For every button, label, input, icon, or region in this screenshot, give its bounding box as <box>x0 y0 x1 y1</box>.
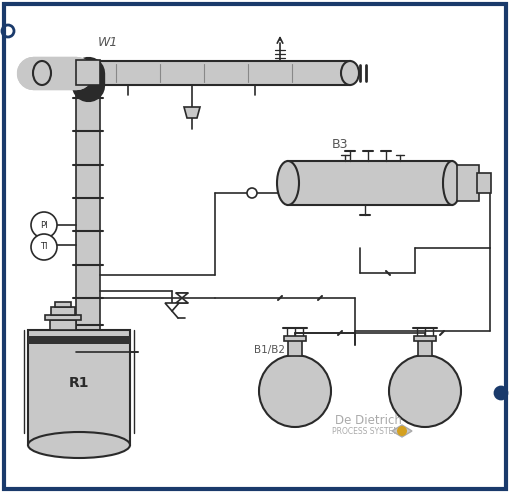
Polygon shape <box>176 298 188 303</box>
Circle shape <box>259 355 330 427</box>
Circle shape <box>246 188 257 198</box>
Ellipse shape <box>276 161 298 205</box>
Bar <box>45 315 81 320</box>
Bar <box>50 320 76 330</box>
Bar <box>456 165 478 201</box>
Circle shape <box>388 355 460 427</box>
Ellipse shape <box>442 161 460 205</box>
Circle shape <box>31 212 57 238</box>
Text: De Dietrich: De Dietrich <box>334 414 401 426</box>
Bar <box>413 336 435 341</box>
Bar <box>288 338 301 356</box>
Text: TI: TI <box>40 243 48 251</box>
Polygon shape <box>176 293 188 298</box>
Bar <box>51 307 75 315</box>
Text: B1/B2: B1/B2 <box>254 345 285 355</box>
Bar <box>76 60 100 85</box>
Ellipse shape <box>33 61 51 85</box>
Polygon shape <box>184 107 200 118</box>
Bar <box>42 61 349 85</box>
Circle shape <box>494 387 506 399</box>
Bar <box>76 83 100 338</box>
Text: R1: R1 <box>69 376 89 390</box>
Bar <box>417 338 431 356</box>
Ellipse shape <box>341 61 358 85</box>
Circle shape <box>396 426 406 436</box>
Ellipse shape <box>28 432 130 458</box>
Text: PROCESS SYSTEMS: PROCESS SYSTEMS <box>331 427 404 436</box>
Bar <box>55 302 71 307</box>
Bar <box>28 336 130 344</box>
Polygon shape <box>391 425 411 437</box>
Polygon shape <box>165 303 179 311</box>
Bar <box>476 173 490 193</box>
Text: W1: W1 <box>98 36 118 49</box>
Bar <box>28 330 130 445</box>
Bar <box>284 336 305 341</box>
Text: B3: B3 <box>331 139 348 151</box>
Circle shape <box>31 234 57 260</box>
Bar <box>288 161 451 205</box>
Text: PI: PI <box>40 220 48 230</box>
